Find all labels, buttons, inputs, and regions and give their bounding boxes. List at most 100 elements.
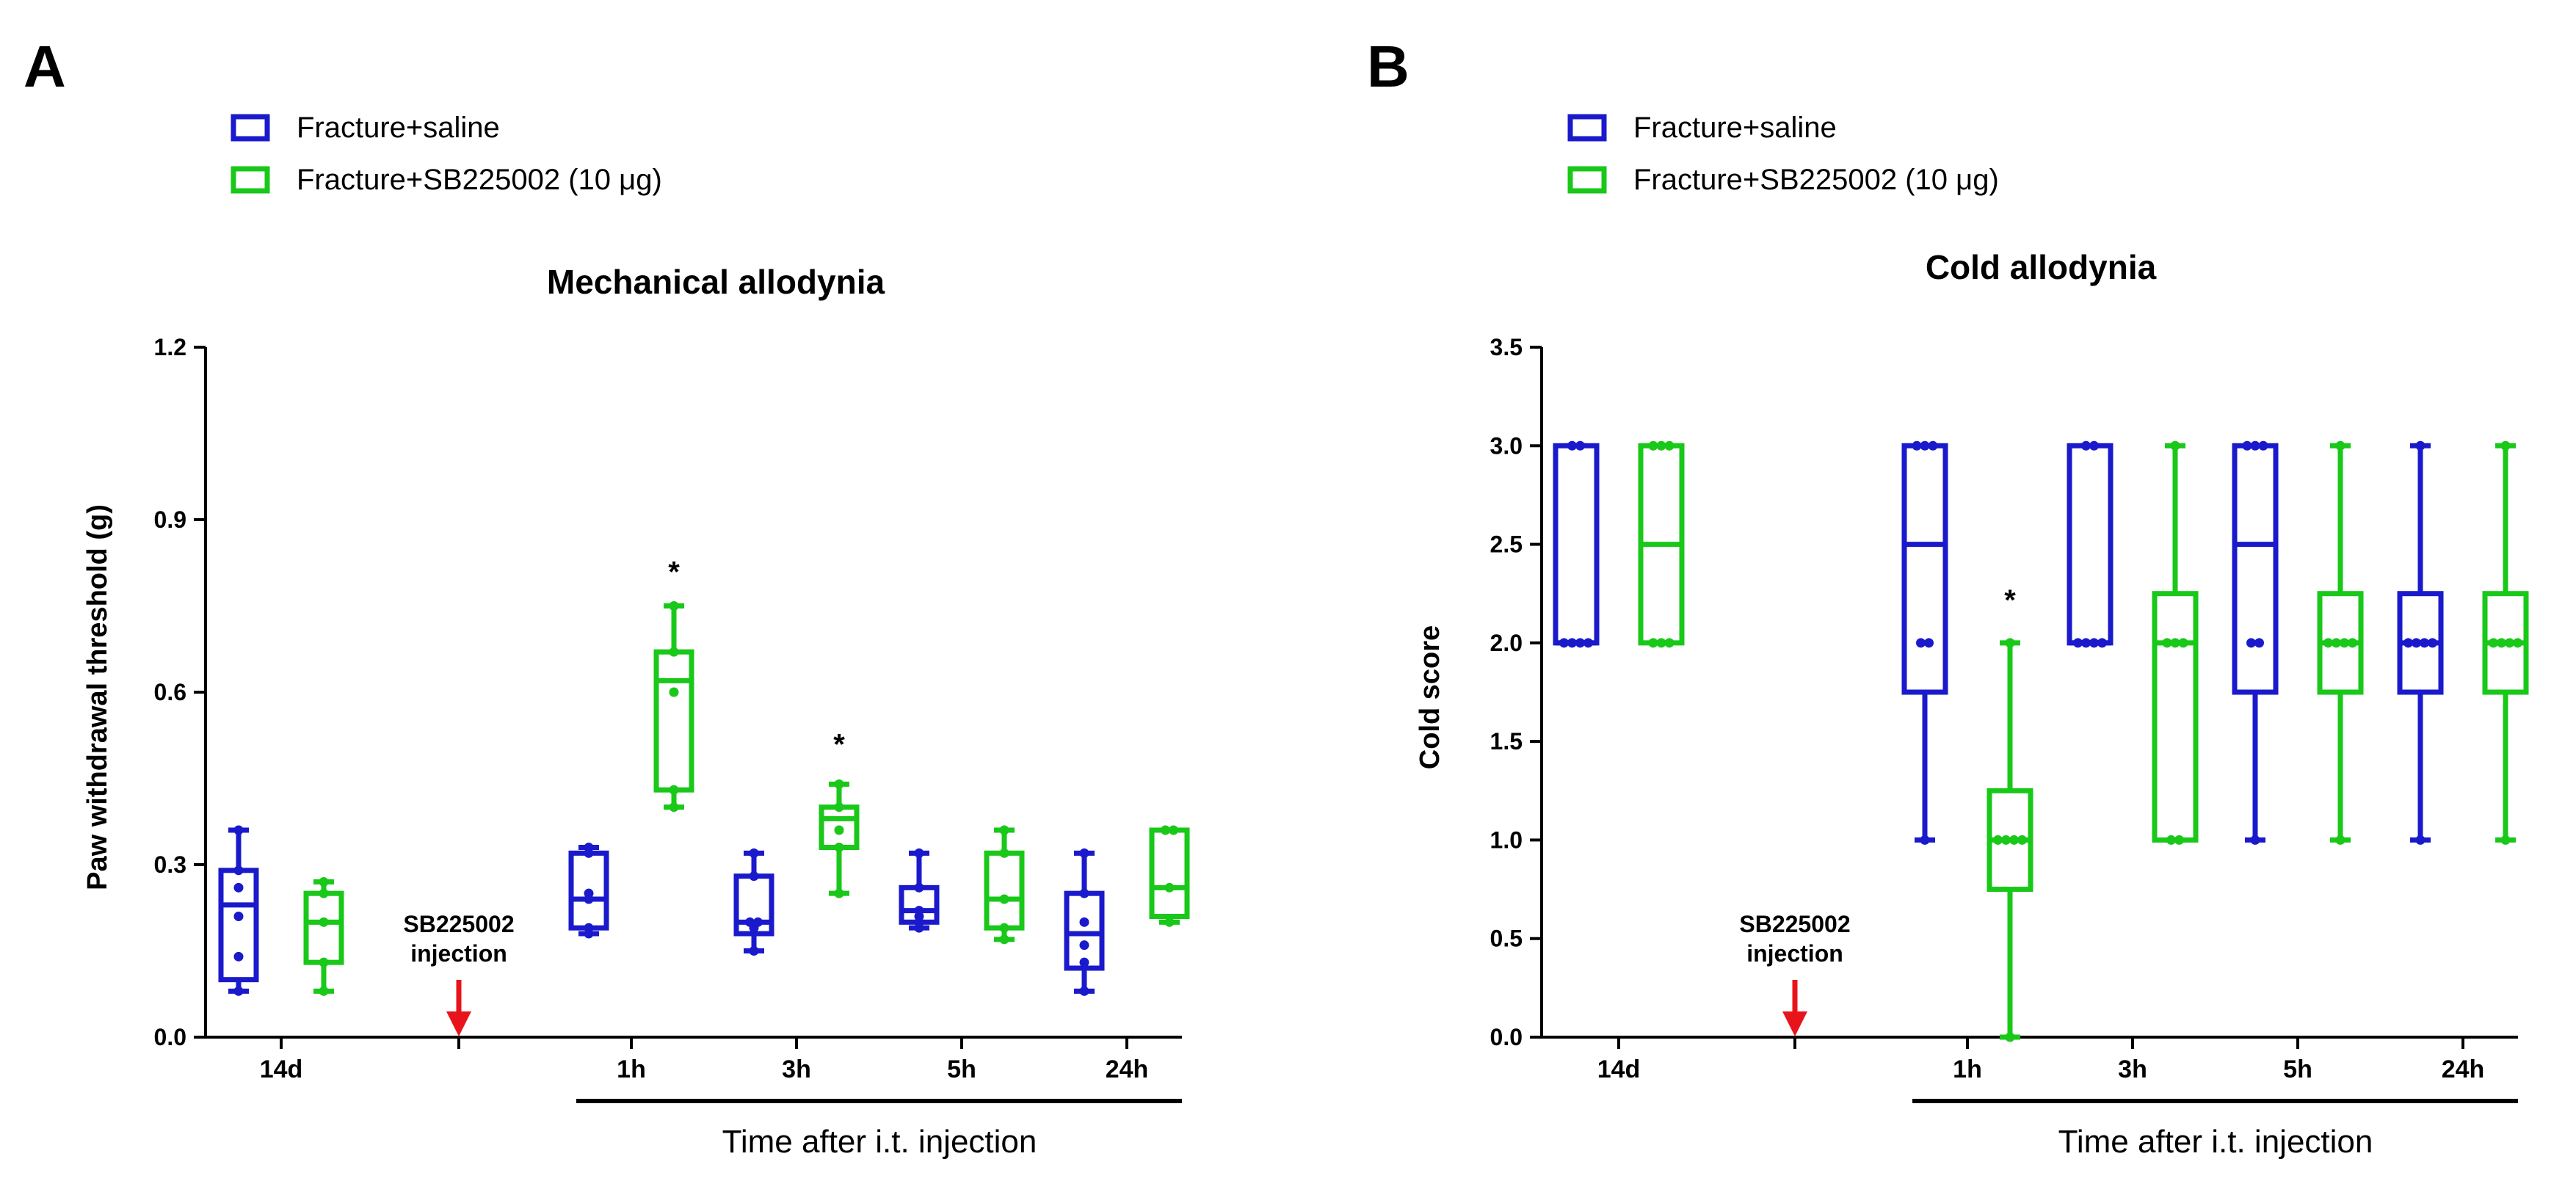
box-3h bbox=[2067, 440, 2114, 648]
panel-a: A Fracture+saline Fracture+SB225002 (10 … bbox=[23, 34, 1190, 1160]
data-point bbox=[1079, 986, 1089, 996]
data-point bbox=[834, 843, 844, 852]
data-point bbox=[1079, 888, 1089, 898]
x-tick-label: 24h bbox=[1106, 1055, 1149, 1083]
injection-label: injection bbox=[410, 940, 507, 967]
box-3h bbox=[2152, 440, 2199, 845]
data-point bbox=[1920, 835, 1930, 845]
legend-swatch-saline bbox=[1567, 114, 1607, 142]
data-point bbox=[319, 986, 329, 996]
data-point bbox=[2009, 835, 2019, 845]
data-point bbox=[749, 848, 759, 858]
data-point bbox=[834, 825, 844, 835]
y-axis-label: Cold score bbox=[1415, 625, 1445, 769]
box-1h bbox=[568, 843, 609, 939]
data-point bbox=[2500, 835, 2511, 845]
data-point bbox=[2258, 440, 2268, 451]
box-iqr bbox=[1064, 890, 1105, 971]
data-point bbox=[2170, 440, 2180, 451]
data-point bbox=[2174, 835, 2184, 845]
data-point bbox=[999, 934, 1009, 945]
y-tick-label: 0.3 bbox=[154, 851, 186, 878]
data-point bbox=[2335, 835, 2345, 845]
data-point bbox=[2005, 638, 2015, 648]
data-point bbox=[1079, 848, 1089, 858]
box-5h bbox=[984, 825, 1025, 945]
box-iqr bbox=[2067, 443, 2114, 646]
data-point bbox=[1656, 638, 1666, 648]
data-point bbox=[999, 894, 1009, 904]
data-point bbox=[233, 986, 244, 996]
data-point bbox=[2162, 638, 2172, 648]
data-point bbox=[1164, 882, 1175, 893]
data-point bbox=[1161, 825, 1170, 835]
data-point bbox=[2335, 440, 2345, 451]
data-point bbox=[1079, 957, 1089, 967]
data-point bbox=[1567, 638, 1577, 648]
data-point bbox=[584, 888, 594, 898]
data-point bbox=[669, 601, 679, 611]
box-iqr bbox=[1149, 827, 1190, 919]
data-point bbox=[233, 865, 244, 876]
legend-swatch-saline bbox=[231, 114, 270, 142]
data-point bbox=[2242, 440, 2252, 451]
data-point bbox=[669, 687, 679, 697]
data-point bbox=[1928, 440, 1938, 451]
legend-label-saline: Fracture+saline bbox=[297, 112, 500, 144]
y-tick-label: 2.0 bbox=[1490, 630, 1523, 656]
legend-label-sb225002: Fracture+SB225002 (10 μg) bbox=[297, 164, 662, 196]
data-point bbox=[2017, 835, 2027, 845]
injection-label: SB225002 bbox=[1739, 911, 1850, 937]
data-point bbox=[1575, 638, 1585, 648]
y-tick-label: 0.0 bbox=[154, 1024, 186, 1050]
data-point bbox=[1169, 825, 1178, 835]
data-point bbox=[1920, 440, 1930, 451]
legend: Fracture+saline Fracture+SB225002 (10 μg… bbox=[231, 112, 662, 196]
data-point bbox=[1079, 917, 1089, 927]
injection-arrow-head bbox=[446, 1011, 471, 1036]
box-24h bbox=[1149, 825, 1190, 927]
box-1h bbox=[1987, 638, 2033, 1042]
y-tick-label: 0.9 bbox=[154, 506, 186, 533]
data-point bbox=[834, 779, 844, 789]
data-point bbox=[2420, 638, 2429, 648]
legend-swatch-sb225002 bbox=[1567, 166, 1607, 194]
legend: Fracture+saline Fracture+SB225002 (10 μg… bbox=[1567, 112, 1999, 196]
data-point bbox=[2415, 835, 2426, 845]
box-3h bbox=[733, 848, 774, 956]
data-point bbox=[1656, 440, 1666, 451]
y-tick-label: 0.0 bbox=[1490, 1024, 1523, 1050]
data-point bbox=[669, 647, 679, 657]
data-point bbox=[319, 917, 329, 927]
box-iqr bbox=[303, 890, 344, 965]
data-point bbox=[319, 957, 329, 967]
data-point bbox=[1912, 440, 1922, 451]
data-point bbox=[584, 923, 594, 933]
y-tick-label: 2.5 bbox=[1490, 531, 1523, 558]
data-point bbox=[233, 951, 244, 962]
data-point bbox=[2348, 638, 2357, 648]
significance-star: * bbox=[833, 729, 845, 761]
data-point bbox=[2170, 638, 2180, 648]
y-tick-label: 3.5 bbox=[1490, 334, 1523, 360]
data-point bbox=[2489, 638, 2498, 648]
data-point bbox=[2497, 638, 2506, 648]
legend-label-sb225002: Fracture+SB225002 (10 μg) bbox=[1633, 164, 1999, 196]
x-tick-label: 24h bbox=[2442, 1055, 2485, 1083]
data-point bbox=[1559, 638, 1569, 648]
data-point bbox=[584, 843, 594, 852]
data-point bbox=[1575, 440, 1585, 451]
y-tick-label: 3.0 bbox=[1490, 432, 1523, 459]
box-iqr bbox=[2232, 443, 2279, 695]
data-point bbox=[2513, 638, 2522, 648]
x-tick-label: 1h bbox=[1953, 1055, 1982, 1083]
data-point bbox=[1924, 638, 1934, 648]
data-point bbox=[319, 877, 329, 887]
data-point bbox=[2340, 638, 2349, 648]
injection-label: injection bbox=[1746, 940, 1843, 967]
x-tick-label: 3h bbox=[782, 1055, 811, 1083]
box-iqr bbox=[1901, 443, 1948, 695]
chart-title: Cold allodynia bbox=[1926, 248, 2157, 286]
box-iqr bbox=[2152, 591, 2199, 843]
